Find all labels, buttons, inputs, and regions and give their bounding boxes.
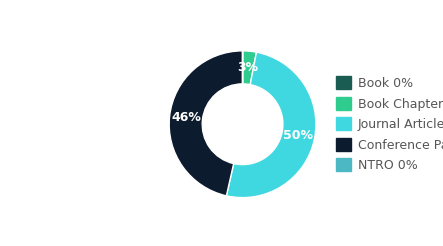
Text: 46%: 46%	[171, 111, 201, 124]
Legend: Book 0%, Book Chapter 3%, Journal Article 50%, Conference Paper 46%, NTRO 0%: Book 0%, Book Chapter 3%, Journal Articl…	[331, 71, 443, 177]
Wedge shape	[226, 52, 316, 198]
Text: 50%: 50%	[283, 129, 313, 142]
Wedge shape	[169, 51, 243, 196]
Wedge shape	[243, 51, 256, 85]
Text: 3%: 3%	[237, 61, 259, 74]
